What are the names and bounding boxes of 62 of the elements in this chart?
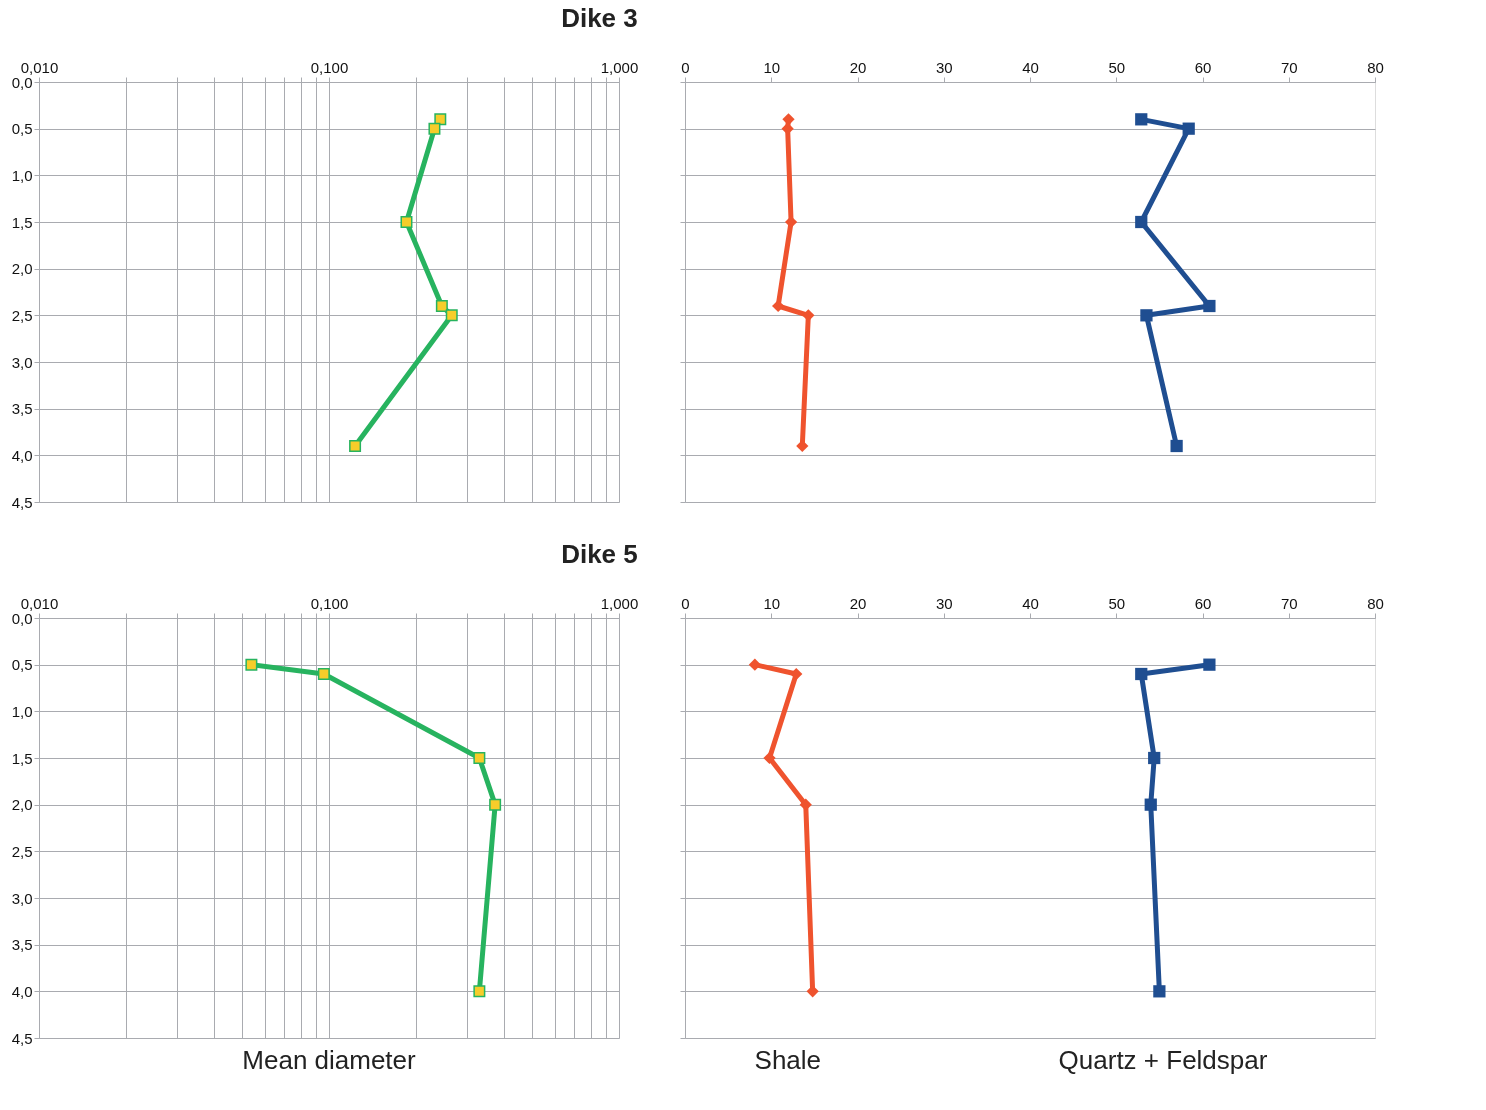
x-tick-label: 0 (681, 58, 690, 76)
point (1148, 751, 1161, 765)
x-tick-label: 60 (1194, 58, 1212, 76)
x-tick-label: 0,010 (20, 594, 59, 612)
text: Quartz + Feldspar (1058, 1045, 1268, 1075)
point (1170, 439, 1183, 453)
y-tick-label: 1,5 (11, 213, 33, 231)
x-tick-label: 0,100 (310, 58, 349, 76)
point (1144, 798, 1157, 811)
y-tick-label: 2,5 (11, 842, 33, 860)
y-tick-label: 0,5 (11, 656, 33, 674)
x-tick-label: 30 (935, 58, 953, 76)
y-tick-label: 3,5 (11, 936, 33, 954)
y-tick-label: 2,0 (11, 260, 33, 278)
x-tick-label: 1,000 (600, 594, 639, 612)
x-tick-label: 70 (1280, 58, 1298, 76)
series-label: Shale (754, 1045, 822, 1075)
y-tick-label: 1,0 (11, 166, 33, 184)
point (748, 658, 761, 671)
y-tick-label: 4,5 (11, 493, 33, 511)
point (1140, 309, 1153, 322)
y-tick-label: 3,0 (11, 889, 33, 907)
point (1153, 985, 1166, 998)
x-tick-label: 30 (935, 594, 953, 612)
y-tick-label: 1,0 (11, 702, 33, 720)
point (1182, 122, 1195, 135)
x-tick-label: 0 (681, 594, 690, 612)
x-tick-label: 80 (1367, 594, 1384, 612)
y-tick-label: 4,5 (11, 1029, 33, 1047)
y-tick-label: 1,5 (11, 749, 33, 767)
point (1135, 667, 1148, 681)
y-tick-label: 4,0 (11, 982, 33, 1000)
x-tick-label: 70 (1280, 594, 1298, 612)
point (1203, 658, 1216, 671)
point (1135, 113, 1148, 126)
x-tick-label: 10 (763, 58, 781, 76)
x-tick-label: 20 (849, 58, 867, 76)
point (1135, 215, 1148, 229)
x-tick-label: 60 (1194, 594, 1212, 612)
point (790, 667, 803, 681)
x-axis-title: Mean diameter (242, 1045, 417, 1075)
point (763, 751, 776, 765)
y-tick-label: 3,0 (11, 353, 33, 371)
point (772, 299, 785, 313)
x-tick-label: 1,000 (600, 58, 639, 76)
x-tick-label: 0,010 (20, 58, 59, 76)
y-tick-label: 0,5 (11, 120, 33, 138)
x-tick-label: 80 (1367, 58, 1384, 76)
point (1203, 299, 1216, 313)
x-tick-label: 40 (1022, 58, 1039, 76)
x-tick-label: 40 (1022, 594, 1039, 612)
y-tick-label: 3,5 (11, 400, 33, 418)
chart-title: Dike 5 (561, 539, 638, 569)
x-tick-label: 0,100 (310, 594, 349, 612)
y-tick-label: 2,0 (11, 796, 33, 814)
y-tick-label: 2,5 (11, 306, 33, 324)
x-tick-label: 50 (1108, 58, 1126, 76)
y-tick-label: 4,0 (11, 446, 33, 464)
x-tick-label: 20 (849, 594, 867, 612)
chart-title: Dike 3 (561, 3, 638, 33)
x-tick-label: 50 (1108, 594, 1126, 612)
x-tick-label: 10 (763, 594, 781, 612)
